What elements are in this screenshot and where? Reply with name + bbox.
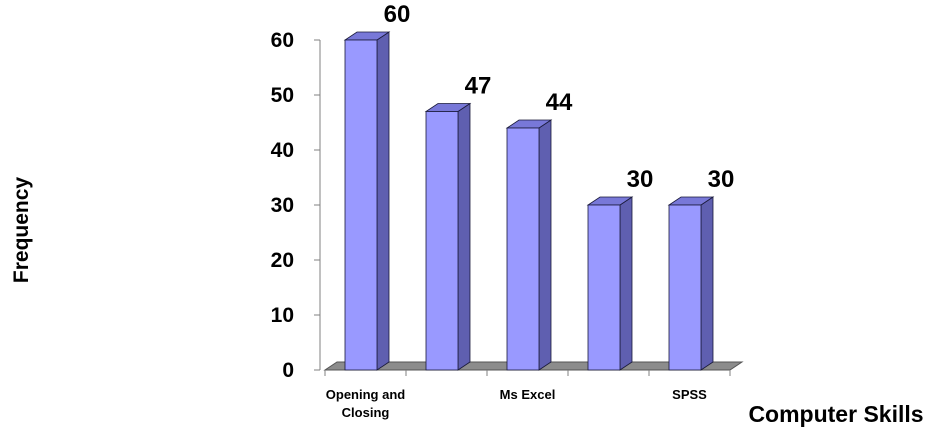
y-tick-label: 40: [271, 139, 294, 162]
y-tick-label: 30: [271, 194, 294, 217]
bar-side-face: [376, 31, 390, 371]
category-label: Opening and: [326, 387, 406, 402]
bar: [424, 102, 472, 371]
bar-side-face: [538, 119, 552, 371]
category-label: Ms Excel: [500, 387, 556, 402]
bar-front-face: [425, 111, 459, 371]
bar-side-face: [619, 196, 633, 371]
category-label: SPSS: [672, 387, 707, 402]
y-tick-label: 10: [271, 304, 294, 327]
x-axis-title: Computer Skills: [748, 401, 923, 427]
y-tick-label: 50: [271, 84, 294, 107]
bar-side-face: [700, 196, 714, 371]
y-axis-title: Frequency: [10, 177, 33, 284]
bar-front-face: [668, 204, 702, 371]
bar-side-face: [457, 102, 471, 371]
bar-series: [343, 31, 715, 371]
y-tick-label: 60: [271, 29, 294, 52]
data-label: 30: [708, 166, 735, 193]
bar: [667, 196, 715, 371]
bar: [505, 119, 553, 371]
y-axis: 0 10 20 30 40 50 60: [271, 29, 321, 382]
data-label: 47: [465, 73, 492, 100]
bar-front-face: [506, 127, 540, 371]
data-label: 44: [546, 89, 573, 116]
bar: [586, 196, 634, 371]
bar-front-face: [344, 39, 378, 371]
data-label: 60: [384, 1, 411, 28]
category-label: Closing: [342, 405, 390, 420]
bar: [343, 31, 391, 371]
y-tick-label: 20: [271, 249, 294, 272]
bar-front-face: [587, 204, 621, 371]
data-label: 30: [627, 166, 654, 193]
category-labels: Opening and Closing Ms Excel SPSS: [326, 387, 707, 420]
y-tick-label: 0: [282, 359, 294, 382]
data-labels: 60 47 44 30 30: [384, 1, 735, 193]
